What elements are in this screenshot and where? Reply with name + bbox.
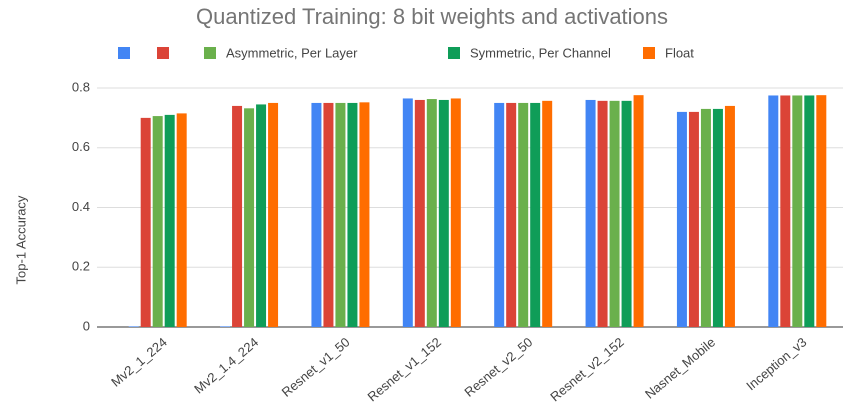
bar bbox=[128, 326, 139, 327]
y-tick-label: 0 bbox=[83, 318, 90, 333]
y-axis-label: Top-1 Accuracy bbox=[13, 195, 28, 284]
chart-title: Quantized Training: 8 bit weights and ac… bbox=[196, 4, 668, 29]
legend-label: Symmetric, Per Channel bbox=[470, 45, 611, 60]
bar bbox=[712, 108, 723, 327]
y-tick-label: 0.4 bbox=[72, 199, 90, 214]
x-tick-label: Resnet_v2_50 bbox=[461, 334, 535, 399]
bar bbox=[176, 113, 187, 327]
bar bbox=[700, 108, 711, 327]
x-tick-label: Nasnet_Mobile bbox=[642, 334, 718, 401]
bar bbox=[220, 326, 231, 327]
bar bbox=[780, 95, 791, 327]
bar bbox=[597, 100, 608, 327]
y-tick-label: 0.8 bbox=[72, 79, 90, 94]
bar bbox=[724, 105, 735, 327]
legend-swatch bbox=[448, 47, 460, 59]
bar bbox=[494, 102, 505, 327]
y-tick-label: 0.6 bbox=[72, 139, 90, 154]
bar bbox=[768, 95, 779, 327]
bar bbox=[164, 114, 175, 327]
y-tick-label: 0.2 bbox=[72, 259, 90, 274]
x-tick-label: Mv2_1_224 bbox=[108, 334, 170, 389]
legend-swatch bbox=[118, 47, 130, 59]
bar bbox=[268, 102, 279, 327]
bar bbox=[530, 102, 541, 327]
bar bbox=[609, 100, 620, 327]
bar bbox=[414, 99, 425, 327]
x-tick-label: Resnet_v2_152 bbox=[547, 334, 626, 404]
bar bbox=[676, 111, 687, 328]
bar bbox=[426, 99, 437, 328]
bar bbox=[804, 95, 815, 327]
bar bbox=[323, 102, 334, 327]
legend-label: Float bbox=[665, 45, 694, 60]
bar bbox=[688, 111, 699, 328]
bar bbox=[633, 95, 644, 327]
bar bbox=[140, 117, 151, 327]
bar bbox=[244, 108, 255, 327]
bar bbox=[621, 100, 632, 327]
x-tick-label: Resnet_v1_152 bbox=[365, 334, 444, 404]
bar bbox=[518, 102, 529, 327]
bar bbox=[438, 99, 449, 327]
bar bbox=[450, 98, 461, 327]
legend-label: Asymmetric, Per Layer bbox=[226, 45, 358, 60]
x-tick-label: Mv2_1.4_224 bbox=[191, 334, 261, 396]
bar bbox=[402, 98, 413, 327]
legend-swatch bbox=[204, 47, 216, 59]
bar bbox=[232, 105, 243, 327]
bar bbox=[816, 95, 827, 327]
bar bbox=[542, 100, 553, 327]
bar bbox=[359, 102, 370, 327]
bar bbox=[506, 102, 517, 327]
x-tick-label: Resnet_v1_50 bbox=[279, 334, 353, 399]
bar bbox=[311, 102, 322, 327]
bar bbox=[585, 99, 596, 327]
bar bbox=[347, 102, 358, 327]
legend-swatch bbox=[157, 47, 169, 59]
x-tick-label: Inception_v3 bbox=[743, 334, 809, 393]
bar bbox=[152, 116, 163, 328]
bar bbox=[256, 104, 267, 328]
bar bbox=[335, 102, 346, 327]
legend-swatch bbox=[643, 47, 655, 59]
bar bbox=[792, 95, 803, 327]
